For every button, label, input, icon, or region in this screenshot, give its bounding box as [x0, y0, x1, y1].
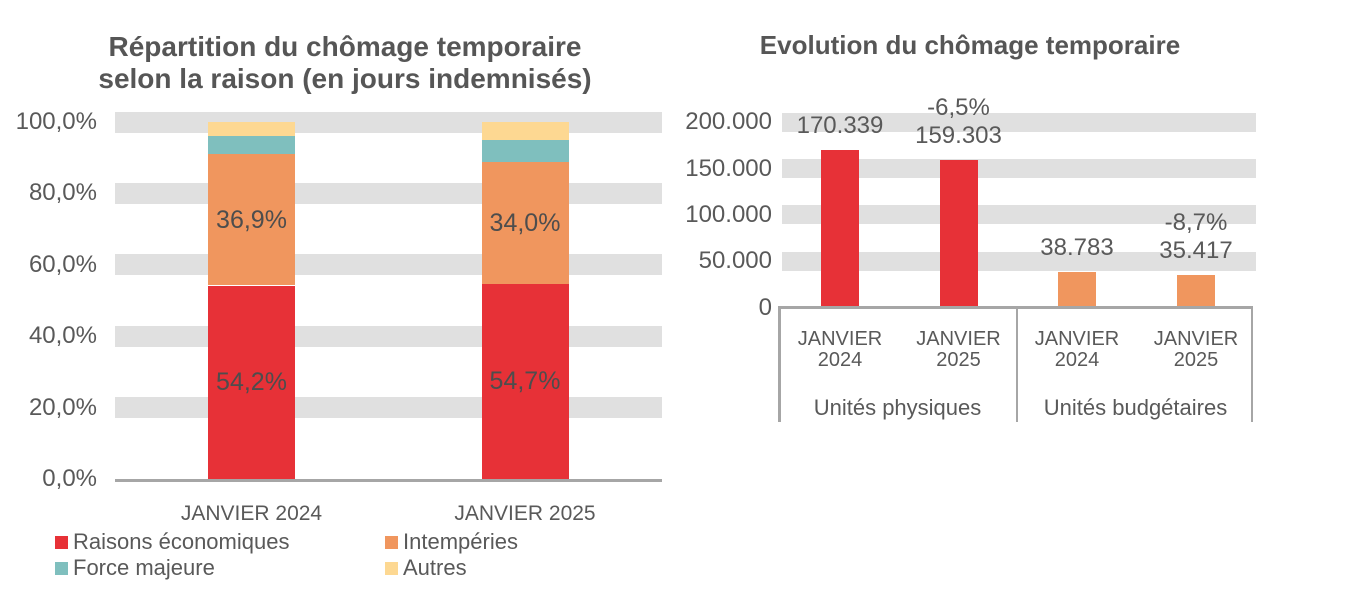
- y-tick-label: 150.000: [685, 154, 772, 182]
- value-label: 170.339: [796, 111, 884, 139]
- group-label: Unités physiques: [813, 395, 982, 420]
- y-tick-label: 80,0%: [28, 179, 97, 207]
- category-label-line: 2024: [1054, 349, 1100, 371]
- bar-segment-raisons-conomiques: [208, 285, 295, 479]
- bar-unit-s-budg-taires-1: [1058, 271, 1096, 308]
- gridline-band: [115, 325, 662, 347]
- category-label: JANVIER 2025: [894, 329, 1024, 371]
- y-tick-label: 100.000: [685, 200, 772, 228]
- category-label-line: 2025: [1173, 349, 1219, 371]
- change-percent-label: -8,7%: [1164, 208, 1228, 236]
- bar-segment-raisons-conomiques: [481, 283, 569, 479]
- category-label: JANVIER 2024: [180, 502, 323, 525]
- value-label: 35.417: [1159, 236, 1233, 264]
- bar-data-label: 38.783: [1002, 234, 1152, 262]
- bar-unit-s-budg-taires-2: [1177, 274, 1215, 308]
- left-chart-title-line2: selon la raison (en jours indemnisés): [98, 63, 592, 94]
- value-label: 159.303: [915, 121, 1002, 149]
- legend-swatch-raisons-economiques-icon: [55, 535, 68, 549]
- bar-segment-autres: [208, 122, 295, 137]
- category-label-line: JANVIER: [1153, 328, 1239, 350]
- gridline-band: [115, 397, 662, 419]
- bar-unit-s-physiques-1: [821, 149, 859, 308]
- right-chart-title-line1: Evolution du chômage temporaire: [759, 30, 1181, 60]
- group-label: Unités budgétaires: [1043, 395, 1228, 420]
- value-label: 38.783: [1040, 233, 1114, 261]
- legend-label: Intempéries: [403, 529, 518, 554]
- category-box-border: [1250, 306, 1253, 422]
- legend-item-raisons-economiques: Raisons économiques: [55, 529, 290, 554]
- legend-swatch-force-majeure-icon: [55, 561, 68, 575]
- gridline-band: [115, 254, 662, 276]
- bar-segment-force-majeure: [208, 136, 295, 154]
- legend-swatch-intemperies-icon: [385, 535, 398, 549]
- gridline-band: [115, 182, 662, 204]
- y-tick-label: 200.000: [685, 108, 772, 136]
- legend-label: Autres: [403, 555, 467, 580]
- bar-unit-s-physiques-2: [939, 159, 978, 308]
- gridline-band: [782, 251, 1256, 271]
- bar-data-label: 170.339: [765, 112, 915, 140]
- bar-segment-data-label: 34,0%: [489, 209, 561, 238]
- bar-data-label: -8,7% 35.417: [1121, 209, 1271, 265]
- right-chart-title: Evolution du chômage temporaire: [735, 30, 1205, 60]
- bar-segment-data-label: 54,2%: [216, 368, 287, 397]
- legend-item-autres: Autres: [385, 555, 467, 580]
- legend-swatch-autres-icon: [385, 561, 398, 575]
- change-percent-label: -6,5%: [927, 93, 990, 121]
- gridline-band: [115, 111, 662, 133]
- y-tick-label: 0: [758, 293, 772, 321]
- bar-segment-intemp-ries: [208, 153, 295, 286]
- bar-segment-autres: [481, 122, 569, 140]
- bar-segment-data-label: 36,9%: [216, 205, 287, 234]
- y-tick-label: 60,0%: [28, 250, 97, 278]
- y-tick-label: 50.000: [698, 247, 772, 275]
- gridline-band: [782, 112, 1256, 132]
- y-tick-label: 40,0%: [28, 322, 97, 350]
- category-label-line: 2024: [817, 349, 863, 371]
- legend-item-intemperies: Intempéries: [385, 529, 518, 554]
- legend-item-force-majeure: Force majeure: [55, 555, 215, 580]
- gridline-band: [782, 205, 1256, 225]
- category-label: JANVIER 2025: [1131, 329, 1261, 371]
- legend-label: Raisons économiques: [73, 529, 290, 554]
- x-axis-line: [115, 479, 662, 482]
- category-label: JANVIER 2024: [1012, 329, 1142, 371]
- category-label-line: JANVIER: [797, 328, 883, 350]
- category-box-border: [1015, 306, 1018, 422]
- category-label-line: JANVIER: [916, 328, 1001, 350]
- legend-label: Force majeure: [73, 555, 215, 580]
- category-label: JANVIER 2025: [454, 502, 596, 525]
- category-label-line: JANVIER: [1034, 328, 1120, 350]
- left-chart-title: Répartition du chômage temporaire selon …: [40, 31, 650, 95]
- bar-segment-data-label: 54,7%: [489, 367, 561, 396]
- y-tick-label: 0,0%: [42, 465, 97, 492]
- category-label-line: 2025: [936, 349, 981, 371]
- category-label: JANVIER 2024: [775, 329, 905, 371]
- category-box-border: [778, 306, 781, 422]
- gridline-band: [782, 159, 1256, 179]
- bar-segment-force-majeure: [481, 139, 569, 163]
- bar-data-label: -6,5% 159.303: [884, 94, 1034, 150]
- y-tick-label: 20,0%: [28, 393, 97, 421]
- y-tick-label: 100,0%: [15, 108, 97, 135]
- bar-segment-intemp-ries: [481, 162, 569, 284]
- left-chart-title-line1: Répartition du chômage temporaire: [108, 31, 582, 62]
